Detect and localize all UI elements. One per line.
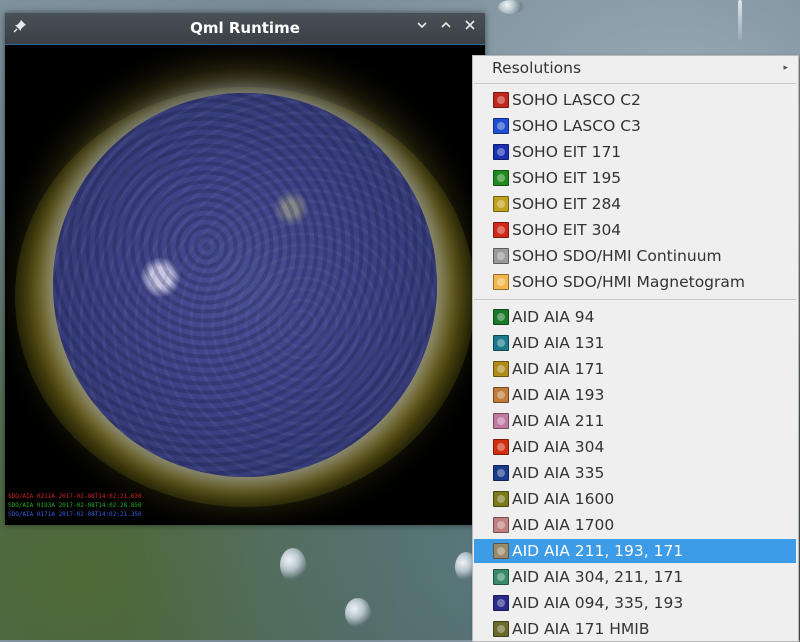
menu-item-label: SOHO EIT 304 (512, 221, 622, 239)
menu-separator (474, 299, 796, 300)
menu-item-label: AID AIA 211 (512, 412, 605, 430)
menu-item-label: AID AIA 1600 (512, 490, 615, 508)
background-drop (498, 0, 524, 14)
menu-item-label: SOHO EIT 171 (512, 143, 622, 161)
sun-thumbnail-icon (493, 439, 509, 455)
submenu-arrow-icon: ▸ (783, 63, 788, 73)
credit-line: SDO/AIA 0211A 2017-02-08T14:02:21.630 (8, 493, 142, 500)
menu-item[interactable]: AID AIA 193 (474, 383, 796, 407)
source-context-menu: Resolutions ▸ SOHO LASCO C2 SOHO LASCO C3… (472, 55, 799, 642)
background-drop (455, 552, 477, 582)
menu-item[interactable]: SOHO EIT 195 (474, 166, 796, 190)
sun-thumbnail-icon (493, 118, 509, 134)
sun-thumbnail-icon (493, 92, 509, 108)
sun-thumbnail-icon (493, 170, 509, 186)
menu-item[interactable]: AID AIA 94 (474, 305, 796, 329)
sun-thumbnail-icon (493, 491, 509, 507)
image-credits: SDO/AIA 0211A 2017-02-08T14:02:21.630 SD… (8, 492, 142, 519)
sun-thumbnail-icon (493, 274, 509, 290)
menu-item[interactable]: AID AIA 335 (474, 461, 796, 485)
sun-thumbnail-icon (493, 222, 509, 238)
menu-item-label: SOHO EIT 195 (512, 169, 622, 187)
menu-item[interactable]: AID AIA 131 (474, 331, 796, 355)
menu-item[interactable]: AID AIA 1600 (474, 487, 796, 511)
sun-thumbnail-icon (493, 309, 509, 325)
menu-item[interactable]: AID AIA 171 HMIB (474, 617, 796, 641)
title-bar[interactable]: Qml Runtime (5, 13, 485, 45)
sun-thumbnail-icon (493, 543, 509, 559)
menu-item[interactable]: AID AIA 171 (474, 357, 796, 381)
menu-item-label: AID AIA 131 (512, 334, 605, 352)
menu-item-label: AID AIA 171 (512, 360, 605, 378)
menu-item-label: AID AIA 304, 211, 171 (512, 568, 684, 586)
minimize-icon[interactable] (413, 19, 431, 37)
menu-item[interactable]: AID AIA 094, 335, 193 (474, 591, 796, 615)
menu-item-label: AID AIA 193 (512, 386, 605, 404)
menu-item-label: SOHO SDO/HMI Magnetogram (512, 273, 745, 291)
menu-item[interactable]: AID AIA 1700 (474, 513, 796, 537)
solar-image-view: SDO/AIA 0211A 2017-02-08T14:02:21.630 SD… (5, 45, 485, 525)
sun-thumbnail-icon (493, 621, 509, 637)
menu-item-label: AID AIA 304 (512, 438, 605, 456)
sun-thumbnail-icon (493, 335, 509, 351)
background-streak (738, 0, 742, 40)
menu-item-label: AID AIA 335 (512, 464, 605, 482)
sun-thumbnail-icon (493, 465, 509, 481)
menu-item[interactable]: AID AIA 211 (474, 409, 796, 433)
sun-thumbnail-icon (493, 361, 509, 377)
menu-item[interactable]: AID AIA 304 (474, 435, 796, 459)
menu-item-label: AID AIA 171 HMIB (512, 620, 650, 638)
menu-item-resolutions[interactable]: Resolutions ▸ (474, 56, 796, 80)
background-drop (280, 548, 306, 582)
sun-thumbnail-icon (493, 595, 509, 611)
menu-item[interactable]: AID AIA 304, 211, 171 (474, 565, 796, 589)
menu-item[interactable]: AID AIA 211, 193, 171 (474, 539, 796, 563)
menu-item-label: AID AIA 211, 193, 171 (512, 542, 684, 560)
sun-thumbnail-icon (493, 248, 509, 264)
credit-line: SDO/AIA 0193A 2017-02-08T14:02:28.850 (8, 502, 142, 509)
menu-separator (474, 83, 796, 84)
menu-item-label: AID AIA 1700 (512, 516, 615, 534)
qml-runtime-window: Qml Runtime SDO/AIA 0211A 2017-02-08T14:… (5, 13, 485, 525)
sun-thumbnail-icon (493, 569, 509, 585)
menu-item[interactable]: SOHO EIT 304 (474, 218, 796, 242)
maximize-icon[interactable] (437, 19, 455, 37)
menu-item-label: SOHO SDO/HMI Continuum (512, 247, 722, 265)
solar-disk-image (53, 93, 437, 477)
sun-thumbnail-icon (493, 387, 509, 403)
menu-item-label: Resolutions (492, 59, 582, 77)
menu-item-label: AID AIA 94 (512, 308, 595, 326)
menu-item[interactable]: SOHO LASCO C2 (474, 88, 796, 112)
menu-item-label: AID AIA 094, 335, 193 (512, 594, 684, 612)
menu-item[interactable]: SOHO SDO/HMI Magnetogram (474, 270, 796, 294)
credit-line: SDO/AIA 0171A 2017-02-08T14:02:21.350 (8, 511, 142, 518)
sun-thumbnail-icon (493, 517, 509, 533)
menu-item-label: SOHO LASCO C3 (512, 117, 641, 135)
menu-item[interactable]: SOHO SDO/HMI Continuum (474, 244, 796, 268)
sun-thumbnail-icon (493, 413, 509, 429)
close-icon[interactable] (461, 19, 479, 37)
menu-item-label: SOHO EIT 284 (512, 195, 622, 213)
menu-item[interactable]: SOHO LASCO C3 (474, 114, 796, 138)
background-drop (345, 598, 371, 628)
menu-item-label: SOHO LASCO C2 (512, 91, 641, 109)
menu-item[interactable]: SOHO EIT 284 (474, 192, 796, 216)
window-title: Qml Runtime (190, 19, 300, 37)
menu-item[interactable]: SOHO EIT 171 (474, 140, 796, 164)
sun-thumbnail-icon (493, 144, 509, 160)
sun-thumbnail-icon (493, 196, 509, 212)
pin-icon[interactable] (11, 19, 29, 37)
